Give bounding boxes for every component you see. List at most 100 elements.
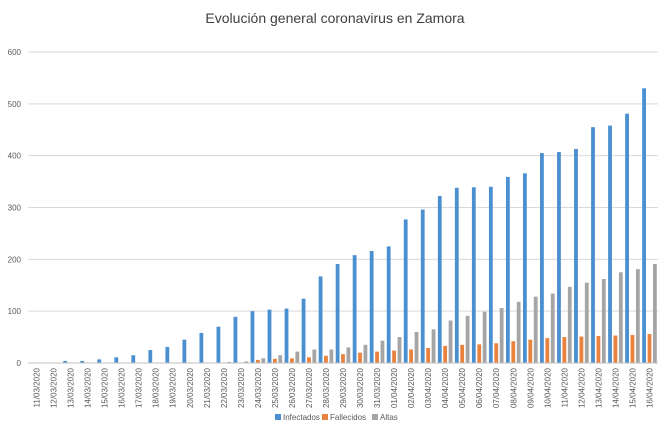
chart-title: Evolución general coronavirus en Zamora — [205, 10, 465, 26]
bar-infectados-32 — [574, 148, 578, 363]
bar-infectados-6 — [131, 355, 136, 363]
bar-fallecidos-15 — [290, 358, 294, 363]
bar-infectados-34 — [608, 125, 612, 363]
bar-infectados-36 — [642, 88, 646, 364]
bar-fallecidos-26 — [477, 344, 482, 363]
x-tick-label: 18/03/2020 — [152, 367, 161, 408]
bar-altas-13 — [261, 358, 266, 363]
legend-swatch-infectados — [275, 414, 281, 420]
bar-fallecidos-34 — [613, 335, 618, 363]
x-tick-label: 16/04/2020 — [645, 367, 654, 408]
bar-infectados-3 — [80, 360, 85, 363]
bar-fallecidos-30 — [545, 338, 550, 363]
x-tick-label: 30/03/2020 — [356, 367, 365, 408]
legend-label-infectados: Infectados — [283, 413, 320, 422]
bar-fallecidos-25 — [460, 344, 465, 363]
bar-altas-33 — [601, 279, 606, 363]
legend-swatch-altas — [372, 414, 378, 420]
x-tick-label: 26/03/2020 — [288, 367, 297, 408]
bar-infectados-15 — [284, 308, 289, 363]
x-tick-label: 13/03/2020 — [67, 367, 76, 408]
y-tick-label: 100 — [8, 307, 22, 316]
bar-altas-22 — [414, 331, 419, 363]
x-tick-label: 12/03/2020 — [50, 367, 59, 408]
bar-infectados-12 — [233, 316, 238, 363]
bar-altas-16 — [312, 349, 317, 363]
bar-altas-28 — [516, 301, 521, 363]
bar-fallecidos-27 — [494, 343, 499, 363]
x-tick-label: 19/03/2020 — [169, 367, 178, 408]
x-tick-label: 09/04/2020 — [526, 367, 535, 408]
x-tick-label: 22/03/2020 — [220, 367, 229, 408]
y-tick-label: 400 — [8, 152, 22, 161]
bar-infectados-18 — [335, 263, 340, 363]
bar-fallecidos-21 — [392, 350, 396, 363]
x-tick-label: 13/04/2020 — [594, 367, 603, 408]
bar-infectados-4 — [97, 359, 102, 363]
legend-label-fallecidos: Fallecidos — [330, 413, 366, 422]
bar-infectados-20 — [369, 251, 374, 363]
bar-infectados-24 — [437, 196, 442, 363]
bar-fallecidos-14 — [272, 358, 277, 363]
x-tick-label: 08/04/2020 — [509, 367, 518, 408]
x-tick-label: 23/03/2020 — [237, 367, 246, 408]
bar-fallecidos-33 — [596, 336, 601, 363]
bar-infectados-23 — [420, 209, 425, 363]
bar-altas-25 — [465, 315, 470, 363]
x-tick-label: 31/03/2020 — [373, 367, 382, 408]
bar-fallecidos-23 — [426, 347, 431, 363]
bar-fallecidos-20 — [375, 351, 379, 363]
bar-altas-29 — [533, 296, 538, 363]
bar-altas-23 — [431, 329, 436, 363]
bar-altas-35 — [635, 269, 640, 363]
x-tick-label: 11/03/2020 — [33, 367, 42, 407]
bar-infectados-17 — [318, 276, 323, 363]
bar-infectados-9 — [182, 339, 187, 363]
bar-infectados-22 — [403, 219, 408, 363]
bar-altas-36 — [652, 263, 657, 363]
x-tick-label: 29/03/2020 — [339, 367, 348, 408]
bar-infectados-8 — [165, 346, 170, 363]
bar-infectados-35 — [625, 113, 629, 363]
bar-infectados-2 — [63, 360, 68, 363]
bar-altas-19 — [363, 344, 368, 363]
bar-infectados-19 — [352, 255, 357, 363]
bar-infectados-11 — [216, 326, 221, 363]
x-tick-label: 24/03/2020 — [254, 367, 263, 408]
x-tick-label: 21/03/2020 — [203, 367, 212, 408]
bar-infectados-30 — [540, 153, 544, 363]
bar-infectados-31 — [557, 152, 561, 363]
legend-label-altas: Altas — [380, 413, 398, 422]
x-tick-label: 15/04/2020 — [628, 367, 637, 408]
x-tick-label: 12/04/2020 — [577, 367, 586, 408]
bar-fallecidos-24 — [443, 345, 448, 363]
x-tick-label: 25/03/2020 — [271, 367, 280, 408]
bar-fallecidos-35 — [630, 335, 635, 363]
x-tick-label: 05/04/2020 — [458, 367, 467, 408]
bar-fallecidos-16 — [307, 357, 311, 363]
bar-altas-21 — [397, 337, 402, 363]
bar-infectados-25 — [454, 187, 459, 363]
bar-infectados-5 — [114, 357, 119, 363]
x-tick-label: 20/03/2020 — [186, 367, 195, 408]
bar-fallecidos-19 — [358, 352, 362, 363]
bar-altas-26 — [482, 311, 487, 363]
bar-altas-30 — [550, 293, 555, 363]
bar-infectados-7 — [148, 350, 153, 363]
x-tick-label: 28/03/2020 — [322, 367, 331, 408]
bar-infectados-27 — [488, 186, 493, 363]
bar-infectados-29 — [522, 173, 527, 363]
bar-altas-27 — [499, 308, 504, 363]
bar-infectados-13 — [250, 311, 255, 363]
bar-altas-18 — [346, 347, 351, 363]
bar-infectados-21 — [386, 246, 391, 363]
bar-fallecidos-31 — [562, 337, 567, 363]
y-tick-label: 0 — [17, 359, 22, 368]
y-tick-label: 200 — [8, 255, 22, 264]
x-tick-label: 03/04/2020 — [424, 367, 433, 408]
x-tick-label: 16/03/2020 — [118, 367, 127, 408]
x-tick-label: 27/03/2020 — [305, 367, 314, 408]
x-tick-label: 14/04/2020 — [611, 367, 620, 408]
bar-altas-12 — [244, 361, 249, 363]
